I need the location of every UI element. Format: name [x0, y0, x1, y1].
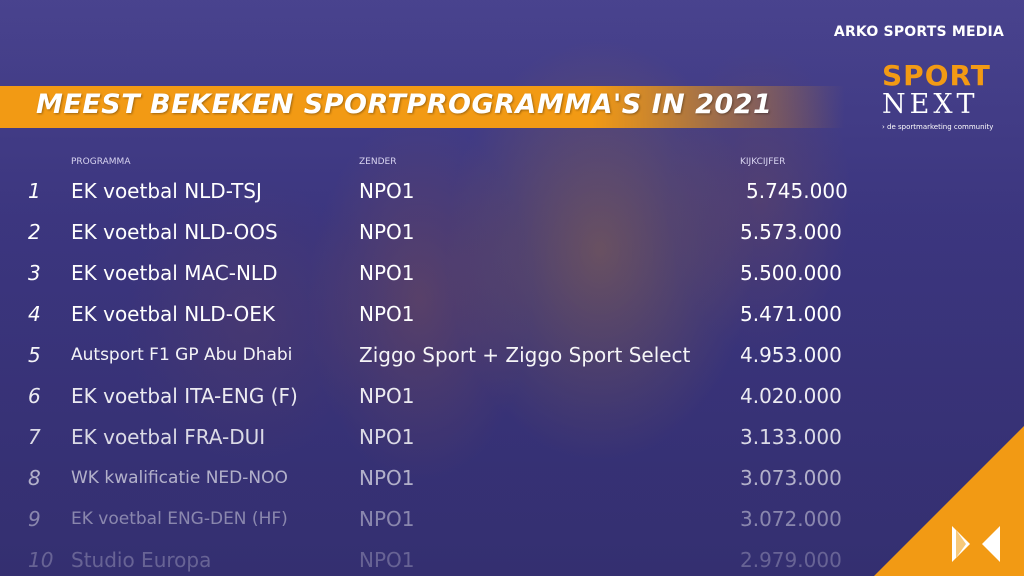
row-kijkcijfer: 4.953.000 — [740, 343, 842, 367]
row-zender: NPO1 — [359, 261, 415, 285]
row-kijkcijfer: 5.500.000 — [740, 261, 842, 285]
row-programma: EK voetbal ENG-DEN (HF) — [71, 509, 288, 529]
row-kijkcijfer: 4.020.000 — [740, 384, 842, 408]
row-rank: 8 — [28, 466, 41, 490]
table-row: 4 EK voetbal NLD-OEK NPO1 5.471.000 — [0, 302, 900, 332]
row-kijkcijfer: 3.133.000 — [740, 425, 842, 449]
row-programma: EK voetbal FRA-DUI — [71, 425, 266, 449]
logo-tagline: › de sportmarketing community — [882, 123, 994, 131]
logo-next-text: NEXT — [882, 89, 979, 120]
row-zender: NPO1 — [359, 425, 415, 449]
brand-label: ARKO SPORTS MEDIA — [833, 24, 1004, 40]
page-title: MEEST BEKEKEN SPORTPROGRAMMA'S IN 2021 — [36, 89, 773, 120]
header-zender: ZENDER — [359, 157, 397, 167]
row-zender: NPO1 — [359, 466, 415, 490]
row-kijkcijfer: 5.471.000 — [740, 302, 842, 326]
table-row: 6 EK voetbal ITA-ENG (F) NPO1 4.020.000 — [0, 384, 900, 414]
row-rank: 6 — [28, 384, 41, 408]
row-zender: NPO1 — [359, 302, 415, 326]
row-rank: 2 — [28, 220, 41, 244]
row-kijkcijfer: 3.072.000 — [740, 507, 842, 531]
row-programma: EK voetbal MAC-NLD — [71, 261, 278, 285]
title-bar — [0, 86, 845, 128]
row-rank: 4 — [28, 302, 41, 326]
row-rank: 5 — [28, 343, 41, 367]
sportnext-logo: SPORT NEXT › de sportmarketing community — [882, 62, 1002, 132]
table-row: 3 EK voetbal MAC-NLD NPO1 5.500.000 — [0, 261, 900, 291]
row-kijkcijfer: 3.073.000 — [740, 466, 842, 490]
row-rank: 10 — [28, 548, 54, 572]
row-zender: NPO1 — [359, 507, 415, 531]
row-kijkcijfer: 5.745.000 — [746, 179, 848, 203]
row-zender: NPO1 — [359, 548, 415, 572]
row-programma: Autsport F1 GP Abu Dhabi — [71, 345, 293, 365]
table-row: 9 EK voetbal ENG-DEN (HF) NPO1 3.072.000 — [0, 507, 900, 537]
row-rank: 9 — [28, 507, 41, 531]
row-zender: NPO1 — [359, 220, 415, 244]
row-rank: 3 — [28, 261, 41, 285]
row-kijkcijfer: 2.979.000 — [740, 548, 842, 572]
corner-logo-icon — [874, 426, 1024, 576]
row-zender: NPO1 — [359, 384, 415, 408]
row-programma: Studio Europa — [71, 548, 212, 572]
row-programma: EK voetbal NLD-TSJ — [71, 179, 262, 203]
row-zender: Ziggo Sport + Ziggo Sport Select — [359, 343, 691, 367]
logo-tagline-text: de sportmarketing community — [887, 123, 994, 131]
row-zender: NPO1 — [359, 179, 415, 203]
table-row: 8 WK kwalificatie NED-NOO NPO1 3.073.000 — [0, 466, 900, 496]
header-programma: PROGRAMMA — [71, 157, 131, 167]
row-programma: EK voetbal NLD-OEK — [71, 302, 275, 326]
header-kijkcijfer: KIJKCIJFER — [740, 157, 786, 167]
table-row: 7 EK voetbal FRA-DUI NPO1 3.133.000 — [0, 425, 900, 455]
logo-sport-text: SPORT — [882, 59, 991, 92]
row-programma: EK voetbal NLD-OOS — [71, 220, 278, 244]
row-rank: 1 — [28, 179, 41, 203]
table-row: 10 Studio Europa NPO1 2.979.000 — [0, 548, 900, 576]
table-row: 5 Autsport F1 GP Abu Dhabi Ziggo Sport +… — [0, 343, 900, 373]
table-row: 2 EK voetbal NLD-OOS NPO1 5.573.000 — [0, 220, 900, 250]
table-row: 1 EK voetbal NLD-TSJ NPO1 5.745.000 — [0, 179, 900, 209]
row-rank: 7 — [28, 425, 41, 449]
row-kijkcijfer: 5.573.000 — [740, 220, 842, 244]
row-programma: EK voetbal ITA-ENG (F) — [71, 384, 298, 408]
row-programma: WK kwalificatie NED-NOO — [71, 468, 288, 488]
